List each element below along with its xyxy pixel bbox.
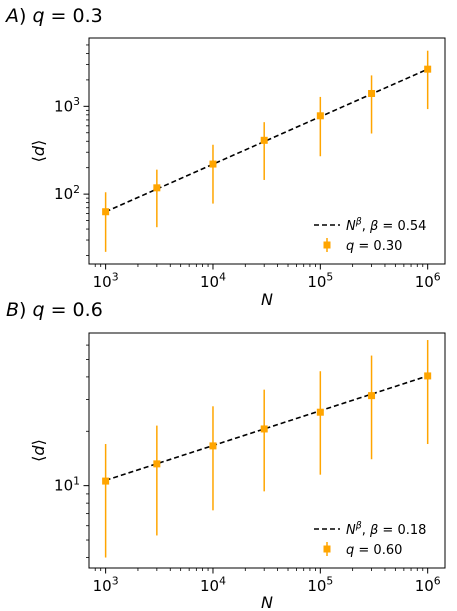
legend-series-marker — [323, 241, 331, 249]
data-point — [316, 408, 324, 416]
panel-label: B) q = 0.6 — [6, 299, 103, 321]
data-point — [260, 425, 268, 433]
data-point — [424, 372, 432, 380]
x-axis-label: N — [261, 290, 273, 309]
data-point — [260, 136, 268, 144]
data-point — [368, 89, 376, 97]
plot-frame — [88, 332, 446, 569]
data-point — [102, 208, 110, 216]
chart-panel: B) q = 0.6 103 104 105 106 101 N ⟨d⟩ Nβ, β = 0.1… — [6, 299, 446, 611]
legend-series-label: q = 0.30 — [346, 239, 402, 254]
x-axis-label: N — [261, 593, 273, 611]
data-point — [368, 392, 376, 400]
legend-fit-label: Nβ, β = 0.54 — [346, 217, 426, 235]
y-axis-label: ⟨d⟩ — [29, 140, 48, 163]
y-tick-label: 102 — [54, 183, 80, 203]
data-point — [424, 65, 432, 73]
x-tick-label: 103 — [93, 575, 119, 595]
x-tick-label: 103 — [93, 271, 119, 291]
legend-series-marker — [323, 545, 331, 553]
x-tick-label: 106 — [415, 575, 441, 595]
data-point — [153, 460, 161, 468]
legend-series-label: q = 0.60 — [346, 543, 402, 558]
legend-fit-label: Nβ, β = 0.18 — [346, 521, 426, 539]
x-tick-label: 106 — [415, 271, 441, 291]
x-tick-label: 104 — [200, 575, 226, 595]
plot-frame — [88, 37, 446, 265]
chart-panel: A) q = 0.3 103 104 105 106 102 103 N ⟨d⟩ Nβ, β = … — [4, 5, 446, 309]
y-axis-label: ⟨d⟩ — [29, 439, 48, 462]
x-tick-label: 104 — [200, 271, 226, 291]
x-tick-label: 105 — [307, 575, 333, 595]
data-point — [316, 112, 324, 120]
data-point — [153, 184, 161, 192]
y-tick-label: 101 — [54, 474, 80, 494]
x-tick-label: 105 — [307, 271, 333, 291]
data-point — [209, 442, 217, 450]
panel-label: A) q = 0.3 — [4, 5, 103, 27]
y-tick-label: 103 — [54, 95, 80, 115]
data-point — [209, 160, 217, 168]
data-point — [102, 477, 110, 485]
